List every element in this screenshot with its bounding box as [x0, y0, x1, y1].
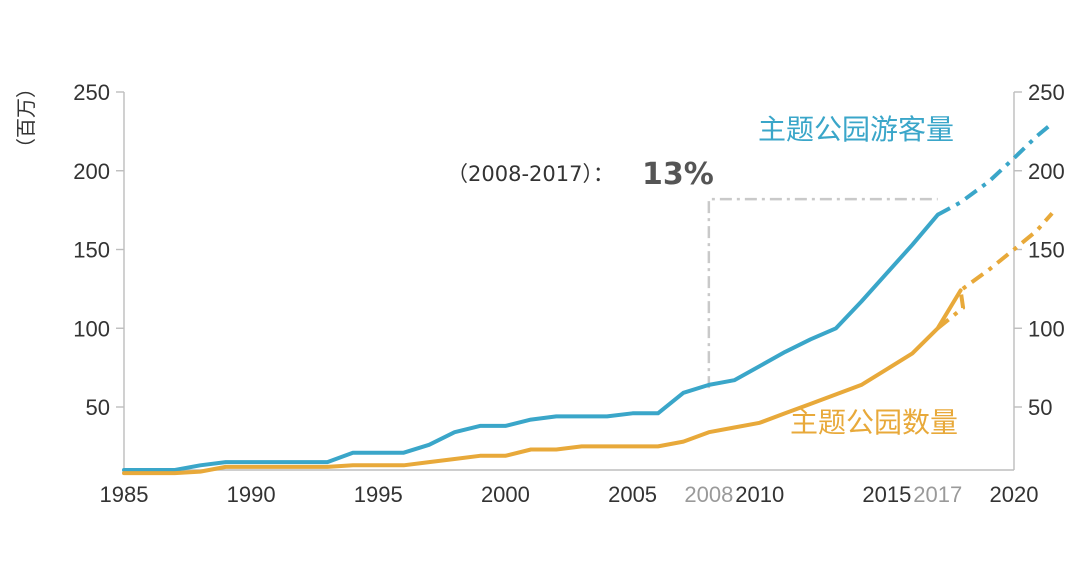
series-line-0	[122, 212, 940, 472]
y-unit-label: （百万）	[14, 78, 38, 158]
y-tick-label-right: 150	[1028, 238, 1065, 263]
y-tick-label-left: 100	[73, 316, 110, 341]
y-tick-label-left: 250	[73, 80, 110, 105]
series-lines	[122, 121, 1054, 476]
cagr-value: 13%	[642, 157, 714, 192]
y-tick-label-right: 250	[1028, 80, 1065, 105]
series-line-1	[122, 288, 963, 476]
x-tick-label: 2005	[608, 482, 657, 507]
x-tick-label: 2020	[990, 482, 1039, 507]
y-tick-label-right: 200	[1028, 159, 1065, 184]
y-tick-label-left: 50	[86, 395, 110, 420]
series-forecast-1	[936, 211, 1054, 330]
x-tick-label: 2017	[913, 482, 962, 507]
x-tick-label: 2000	[481, 482, 530, 507]
x-tick-label: 1985	[100, 482, 149, 507]
x-tick-label: 2008	[684, 482, 733, 507]
series-label-parks: 主题公园数量	[790, 406, 958, 439]
x-tick-label: 1995	[354, 482, 403, 507]
x-tick-label: 2010	[735, 482, 784, 507]
x-tick-label: 1990	[227, 482, 276, 507]
tick-labels: 50 50 100 100 150 150 200 200 250 250 1985 1990 1995…	[73, 80, 1064, 507]
x-tick-label: 2015	[862, 482, 911, 507]
y-tick-label-right: 100	[1028, 316, 1065, 341]
y-tick-label-left: 200	[73, 159, 110, 184]
y-tick-label-right: 50	[1028, 395, 1052, 420]
y-tick-label-left: 150	[73, 238, 110, 263]
cagr-annotation: （2008-2017）： 13%	[447, 157, 938, 389]
series-label-visitors: 主题公园游客量	[758, 113, 954, 146]
series-forecast-0	[936, 121, 1054, 217]
cagr-period-label: （2008-2017）：	[447, 162, 614, 186]
